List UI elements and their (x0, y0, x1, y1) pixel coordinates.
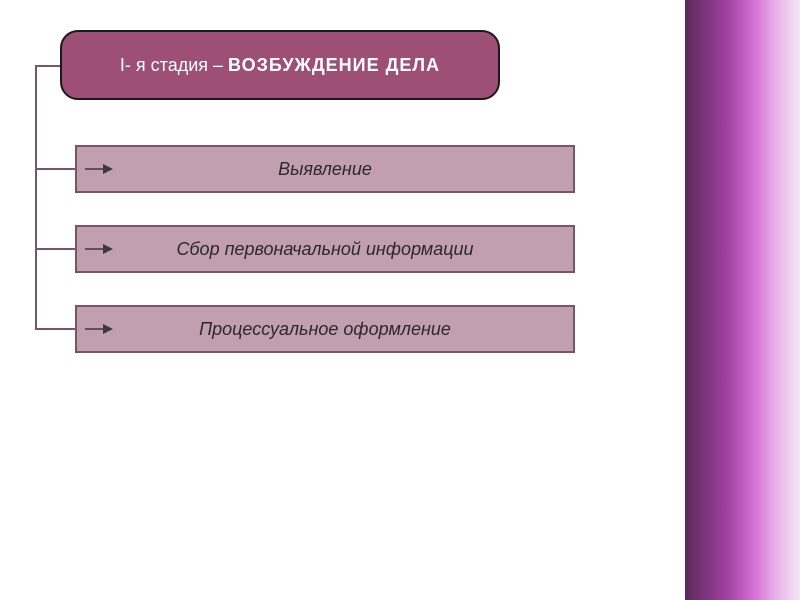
item-label-1: Выявление (278, 159, 372, 180)
item-box-2: Сбор первоначальной информации (75, 225, 575, 273)
connector-vertical (35, 66, 37, 329)
arrow-icon (85, 322, 113, 336)
item-box-3: Процессуальное оформление (75, 305, 575, 353)
arrow-icon (85, 162, 113, 176)
connector-header (35, 65, 60, 67)
diagram-content: I- я стадия – ВОЗБУЖДЕНИЕ ДЕЛА Выявление… (0, 0, 685, 600)
item-box-1: Выявление (75, 145, 575, 193)
side-gradient-bar (685, 0, 800, 600)
header-box: I- я стадия – ВОЗБУЖДЕНИЕ ДЕЛА (60, 30, 500, 100)
header-main: ВОЗБУЖДЕНИЕ ДЕЛА (228, 55, 440, 75)
connector-item-3 (35, 328, 75, 330)
connector-item-2 (35, 248, 75, 250)
arrow-icon (85, 242, 113, 256)
connector-item-1 (35, 168, 75, 170)
header-prefix: I- я стадия – (120, 55, 228, 75)
item-label-3: Процессуальное оформление (199, 319, 451, 340)
item-label-2: Сбор первоначальной информации (176, 239, 473, 260)
